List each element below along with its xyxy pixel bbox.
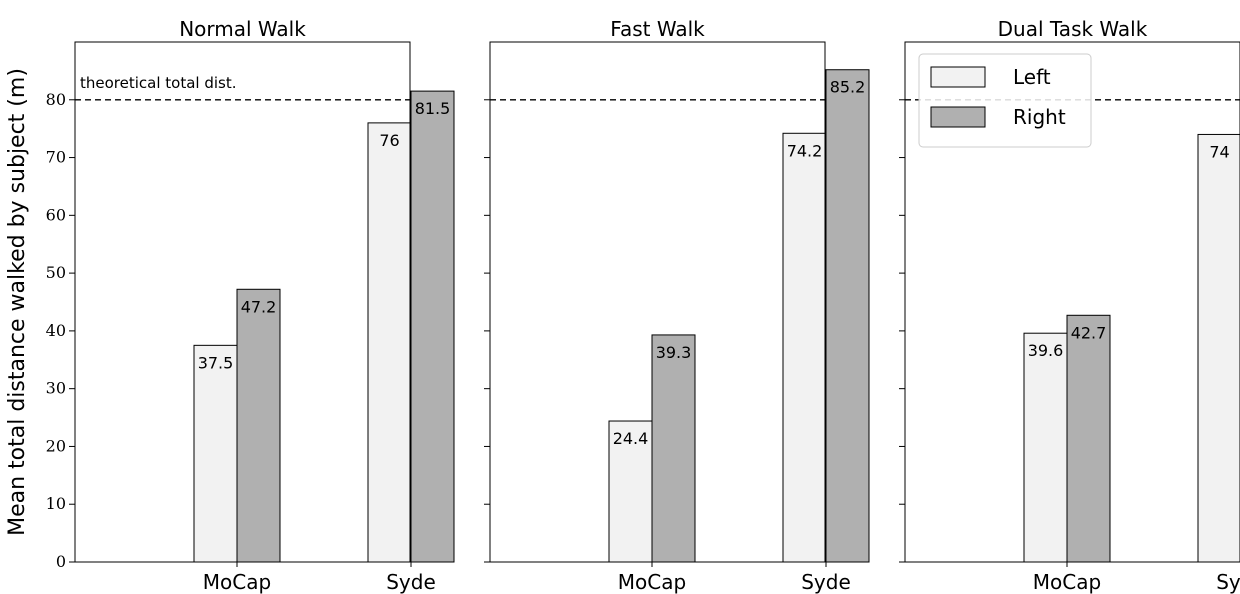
panel-frame [74,41,411,563]
legend-label: Left [1013,65,1051,89]
bar-left [367,122,412,563]
y-tick-label: 0 [56,552,66,571]
data-label: 81.5 [415,99,451,118]
legend: Left Right [918,53,1092,148]
y-tick-label: 70 [46,148,66,167]
data-label: 37.5 [198,353,234,372]
panel-frame [489,41,826,563]
bar-left [608,420,653,563]
x-tick-label: Syde [1216,570,1240,594]
data-label: 74 [1209,142,1229,161]
y-tick-label: 40 [46,321,66,340]
bar-left [1023,332,1068,563]
x-tick-label: MoCap [1033,570,1101,594]
y-tick-label: 80 [46,90,66,109]
bar-right [236,288,281,563]
reference-line-label: theoretical total dist. [80,74,237,92]
chart-panels: Normal Walk 0 10 20 30 40 50 60 70 80 37.5 76 47.2 81… [46,17,1240,594]
bar-left [193,344,238,563]
x-tick-label: Syde [801,570,851,594]
y-tick-label: 10 [46,494,66,513]
bar-right [1066,314,1111,563]
panel-2: Dual Task Walk39.67442.775.7MoCapSydeLef… [899,17,1240,594]
panel-title: Normal Walk [179,17,306,41]
data-label: 42.7 [1071,323,1107,342]
x-tick-label: MoCap [203,570,271,594]
bar-right [410,90,455,563]
y-tick-label: 30 [46,379,66,398]
y-tick-label: 20 [46,436,66,455]
data-label: 24.4 [613,429,649,448]
data-label: 39.6 [1028,341,1064,360]
y-tick-label: 60 [46,205,66,224]
panel-title: Dual Task Walk [998,17,1148,41]
data-label: 47.2 [241,297,277,316]
x-tick-label: Syde [386,570,436,594]
data-label: 85.2 [830,78,866,97]
legend-swatch-right [930,106,986,128]
bar-right [651,334,696,563]
panel-1: Fast Walk 24.4 74.2 39.3 85.2 MoCap Syde [484,17,870,594]
bar-left [1197,133,1240,563]
y-axis-label: Mean total distance walked by subject (m… [5,68,30,536]
data-label: 76 [379,131,399,150]
data-label: 74.2 [787,141,823,160]
panel-title: Fast Walk [610,17,705,41]
legend-label: Right [1013,105,1066,129]
y-tick-label: 50 [46,263,66,282]
bar-right [825,69,870,563]
data-label: 39.3 [656,343,692,362]
bar-left [782,132,827,563]
panel-0: Normal Walk 0 10 20 30 40 50 60 70 80 37.5 76 47.2 81… [46,17,455,594]
panel-frame [904,41,1240,563]
legend-swatch-left [930,66,986,88]
x-tick-label: MoCap [618,570,686,594]
